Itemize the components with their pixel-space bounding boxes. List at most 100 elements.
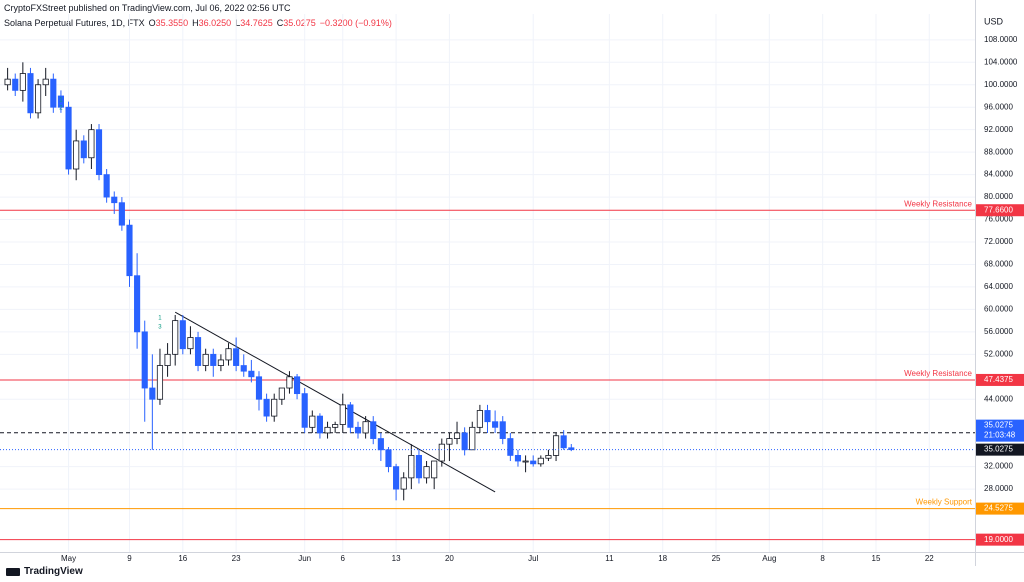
candle-body — [149, 387, 156, 400]
candle-body — [537, 457, 544, 465]
footer: TradingView — [6, 566, 83, 577]
candle-body — [50, 78, 57, 108]
current-price-label: 35.0275 — [984, 421, 1013, 430]
candle-body — [446, 438, 453, 445]
signal-label: 3 — [158, 324, 162, 330]
candle-body — [126, 224, 133, 277]
current-price-box — [976, 419, 1024, 442]
level-label: 77.6600 — [984, 205, 1013, 214]
candle-body — [507, 438, 514, 456]
level-name: Weekly Resistance — [904, 199, 972, 208]
candle-body — [134, 275, 141, 333]
x-tick-label: 25 — [712, 554, 721, 563]
candle-body — [12, 78, 19, 91]
y-tick-label: 100.0000 — [984, 80, 1018, 89]
candle-body — [248, 370, 255, 378]
y-tick-label: 72.0000 — [984, 237, 1013, 246]
signal-label: 1 — [59, 98, 63, 104]
candle-body — [255, 376, 263, 400]
y-tick-label: 44.0000 — [984, 394, 1013, 403]
candle-body — [332, 424, 339, 428]
x-tick-label: 9 — [127, 554, 132, 563]
candle-body — [545, 455, 552, 459]
y-tick-label: 52.0000 — [984, 349, 1013, 358]
x-tick-label: Jun — [298, 554, 311, 563]
candle-body — [560, 435, 567, 449]
x-tick-label: 15 — [872, 554, 881, 563]
level-label-box — [976, 533, 1024, 546]
candle-body — [415, 455, 423, 479]
x-tick-label: 23 — [232, 554, 241, 563]
countdown: 21:03:48 — [984, 431, 1016, 440]
candle-body — [88, 129, 95, 159]
candle-body — [263, 398, 270, 417]
candle-body — [4, 78, 11, 86]
candle-body — [187, 337, 194, 350]
candle-body — [301, 393, 308, 428]
candle-body — [431, 460, 438, 479]
ohlc-low: L 34.7625 — [235, 18, 273, 28]
candle-body — [95, 129, 103, 176]
ohlc-letter: C — [276, 18, 284, 28]
candle-body — [217, 359, 224, 366]
candle-body — [499, 421, 506, 439]
candle-body — [347, 404, 354, 428]
chart: USD 108.0000 104.0000 100.0000 96.0000 92.00… — [0, 0, 1024, 566]
candle-body — [453, 432, 461, 439]
y-tick-label: 80.0000 — [984, 192, 1013, 201]
candle-body — [271, 398, 278, 417]
candle-body — [309, 415, 316, 428]
candle-body — [156, 365, 164, 400]
y-tick-label: 76.0000 — [984, 215, 1013, 224]
signal-label: 2 — [59, 105, 63, 111]
candle-body — [530, 460, 537, 465]
candle-body — [354, 426, 362, 434]
candle-body — [469, 426, 476, 451]
candle-body — [324, 426, 331, 434]
ohlc-high: H 36.0250 — [192, 18, 231, 28]
candle-body — [210, 353, 217, 366]
ohlc-letter: O — [148, 18, 156, 28]
candle-body — [385, 449, 392, 468]
level-label-box — [976, 373, 1024, 386]
candle-body — [552, 435, 560, 456]
candle-body — [172, 320, 179, 355]
symbol: Solana Perpetual Futures, 1D, FTX — [4, 18, 145, 28]
ohlc-value: 34.7625 — [240, 18, 273, 28]
candle-body — [408, 455, 415, 479]
signal-label: 1 — [158, 315, 162, 321]
candle-body — [461, 432, 468, 451]
candle-body — [179, 320, 186, 350]
candle-body — [514, 455, 522, 462]
candle-body — [202, 353, 209, 366]
brand: TradingView — [24, 566, 83, 577]
x-tick-label: 22 — [925, 554, 934, 563]
y-tick-label: 28.0000 — [984, 484, 1013, 493]
ohlc-letter: H — [192, 18, 199, 28]
x-tick-label: Aug — [762, 554, 776, 563]
y-tick-label: 92.0000 — [984, 125, 1013, 134]
candle-body — [141, 331, 148, 389]
candle-body — [225, 348, 232, 361]
legend-row: Solana Perpetual Futures, 1D, FTX O 35.35… — [4, 18, 392, 28]
y-tick-label: 56.0000 — [984, 327, 1013, 336]
level-name: Weekly Resistance — [904, 369, 972, 378]
candle-body — [377, 438, 384, 451]
x-tick-label: 16 — [178, 554, 187, 563]
y-tick-label: 108.0000 — [984, 35, 1018, 44]
ohlc-open: O 35.3550 — [149, 18, 189, 28]
x-tick-label: 11 — [605, 554, 614, 563]
candle-body — [111, 196, 118, 204]
candle-body — [286, 376, 293, 389]
trendline — [174, 311, 496, 493]
level-label-box — [976, 204, 1024, 217]
candle-body — [370, 421, 377, 439]
candle-body — [316, 415, 323, 434]
x-tick-label: Jul — [528, 554, 538, 563]
candle-body — [476, 410, 483, 428]
level-label-box — [976, 502, 1024, 515]
candle-body — [194, 337, 202, 366]
candle-body — [164, 353, 171, 366]
y-tick-label: 84.0000 — [984, 170, 1013, 179]
y-tick-label: 60.0000 — [984, 305, 1013, 314]
